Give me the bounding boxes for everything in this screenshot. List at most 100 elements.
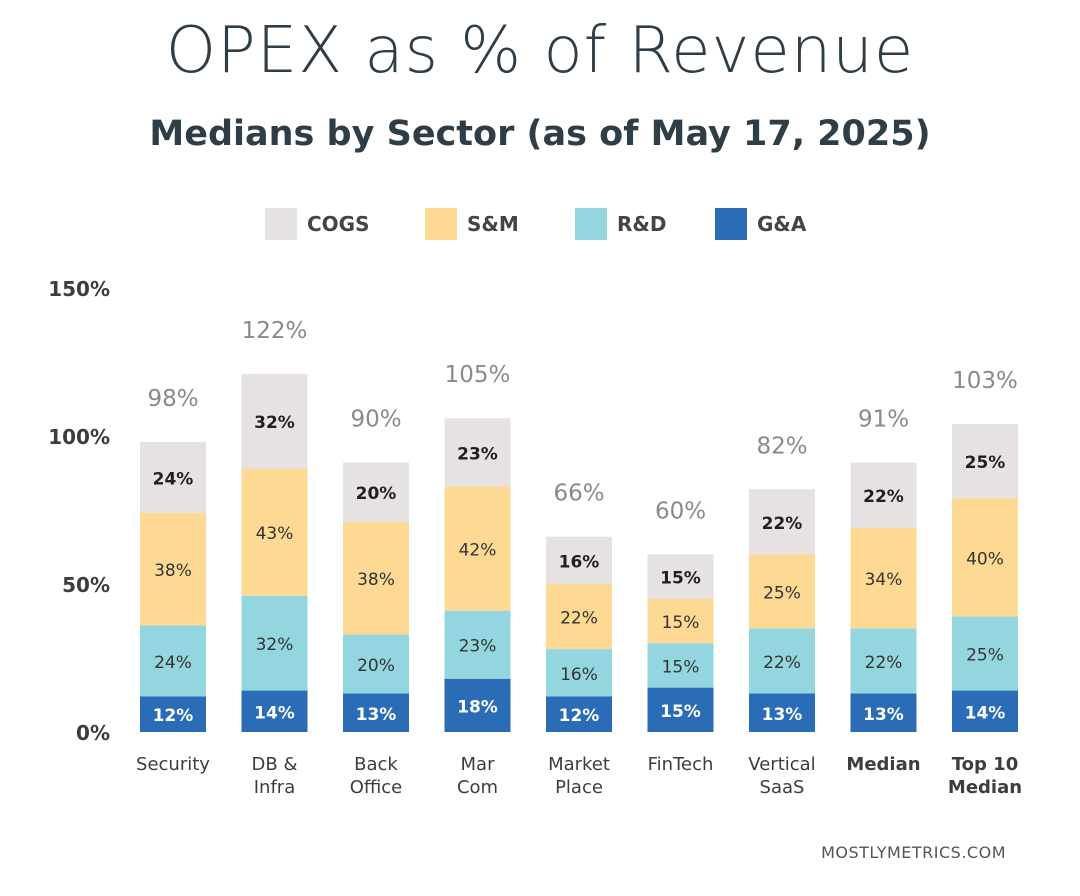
- data-label: 24%: [153, 469, 194, 489]
- bar-segment: [952, 498, 1018, 617]
- data-label: 16%: [560, 665, 598, 685]
- x-tick-label: Top 10: [952, 754, 1018, 775]
- data-label: 38%: [357, 570, 395, 590]
- bar-segment: [546, 584, 612, 650]
- legend-label-sm: S&M: [467, 212, 519, 236]
- bar-segment: [647, 598, 714, 644]
- bar-segment: [850, 628, 917, 694]
- data-label: 42%: [459, 540, 497, 560]
- data-label: 18%: [457, 697, 498, 717]
- total-label: 90%: [350, 407, 401, 433]
- y-tick-label: 0%: [76, 721, 110, 745]
- total-label: 105%: [445, 362, 511, 388]
- data-label: 40%: [966, 549, 1004, 569]
- chart-title: OPEX as % of Revenue: [165, 14, 915, 88]
- x-tick-label: Infra: [254, 777, 295, 798]
- legend-label-rd: R&D: [617, 212, 667, 236]
- data-label: 32%: [254, 413, 295, 433]
- data-label: 38%: [154, 561, 192, 581]
- bar-segment: [546, 649, 612, 697]
- bar-segment: [647, 687, 714, 732]
- legend-swatch-ga: [715, 208, 747, 240]
- x-tick-label: Mar: [461, 754, 496, 775]
- total-label: 82%: [756, 433, 807, 459]
- bar-segment: [444, 418, 511, 487]
- bar-segment: [749, 628, 815, 694]
- data-label: 13%: [762, 705, 803, 725]
- y-tick-label: 100%: [48, 425, 110, 449]
- data-label: 22%: [863, 487, 904, 507]
- x-tick-label: Median: [846, 754, 920, 775]
- x-tick-label: Median: [948, 777, 1022, 798]
- data-label: 20%: [357, 656, 395, 676]
- legend-swatch-sm: [425, 208, 457, 240]
- data-label: 12%: [153, 706, 194, 726]
- bar-segment: [343, 521, 409, 635]
- bar-segment: [546, 696, 612, 732]
- data-label: 22%: [560, 609, 598, 629]
- legend-label-ga: G&A: [757, 212, 807, 236]
- bar-segment: [444, 486, 511, 611]
- bar-segment: [749, 693, 815, 732]
- x-tick-label: Vertical: [748, 754, 815, 775]
- y-tick-label: 50%: [62, 573, 110, 597]
- bar-segment: [241, 595, 308, 691]
- bar-segment: [140, 696, 206, 732]
- bar-segment: [952, 690, 1018, 732]
- data-label: 25%: [966, 646, 1004, 666]
- data-label: 23%: [459, 637, 497, 657]
- legend: COGS S&M R&D G&A: [0, 207, 1080, 243]
- data-label: 16%: [559, 552, 600, 572]
- total-label: 122%: [242, 318, 308, 344]
- bar-segment: [749, 489, 815, 555]
- total-label: 98%: [147, 386, 198, 412]
- data-label: 14%: [965, 703, 1006, 723]
- x-tick-label: Security: [136, 754, 210, 775]
- data-label: 23%: [457, 444, 498, 464]
- data-label: 25%: [763, 583, 801, 603]
- bar-segment: [444, 610, 511, 679]
- y-tick-label: 150%: [48, 277, 110, 301]
- bar-segment: [850, 462, 917, 528]
- data-label: 15%: [660, 569, 701, 589]
- total-label: 103%: [952, 368, 1018, 394]
- data-label: 12%: [559, 706, 600, 726]
- data-label: 24%: [154, 653, 192, 673]
- total-label: 91%: [858, 407, 909, 433]
- bar-segment: [850, 527, 917, 629]
- data-label: 14%: [254, 703, 295, 723]
- total-label: 60%: [655, 498, 706, 524]
- legend-swatch-cogs: [265, 208, 297, 240]
- data-label: 15%: [662, 657, 700, 677]
- data-label: 22%: [762, 514, 803, 534]
- bar-segment: [140, 625, 206, 697]
- data-label: 20%: [356, 484, 397, 504]
- bar-segment: [546, 536, 612, 584]
- bar-segment: [749, 554, 815, 629]
- x-tick-label: Place: [555, 777, 603, 798]
- bar-segment: [241, 468, 308, 596]
- data-label: 25%: [965, 453, 1006, 473]
- bar-segment: [952, 424, 1018, 499]
- bar-segment: [343, 462, 409, 522]
- bar-segment: [241, 690, 308, 732]
- x-tick-label: Market: [548, 754, 610, 775]
- bar-segment: [343, 693, 409, 732]
- x-tick-label: SaaS: [760, 777, 805, 798]
- bar-segment: [343, 634, 409, 694]
- data-label: 15%: [662, 613, 700, 633]
- data-label: 13%: [863, 705, 904, 725]
- x-tick-label: Back: [354, 754, 398, 775]
- chart-subtitle: Medians by Sector (as of May 17, 2025): [149, 114, 931, 154]
- data-label: 22%: [865, 653, 903, 673]
- legend-label-cogs: COGS: [307, 212, 370, 236]
- source-credit: MOSTLYMETRICS.COM: [821, 843, 1006, 862]
- bar-segment: [140, 441, 206, 513]
- data-label: 13%: [356, 705, 397, 725]
- bar-segment: [952, 616, 1018, 691]
- data-label: 34%: [865, 570, 903, 590]
- bar-segment: [647, 554, 714, 599]
- legend-swatch-rd: [575, 208, 607, 240]
- bar-segment: [647, 643, 714, 688]
- bar-segment: [241, 373, 308, 469]
